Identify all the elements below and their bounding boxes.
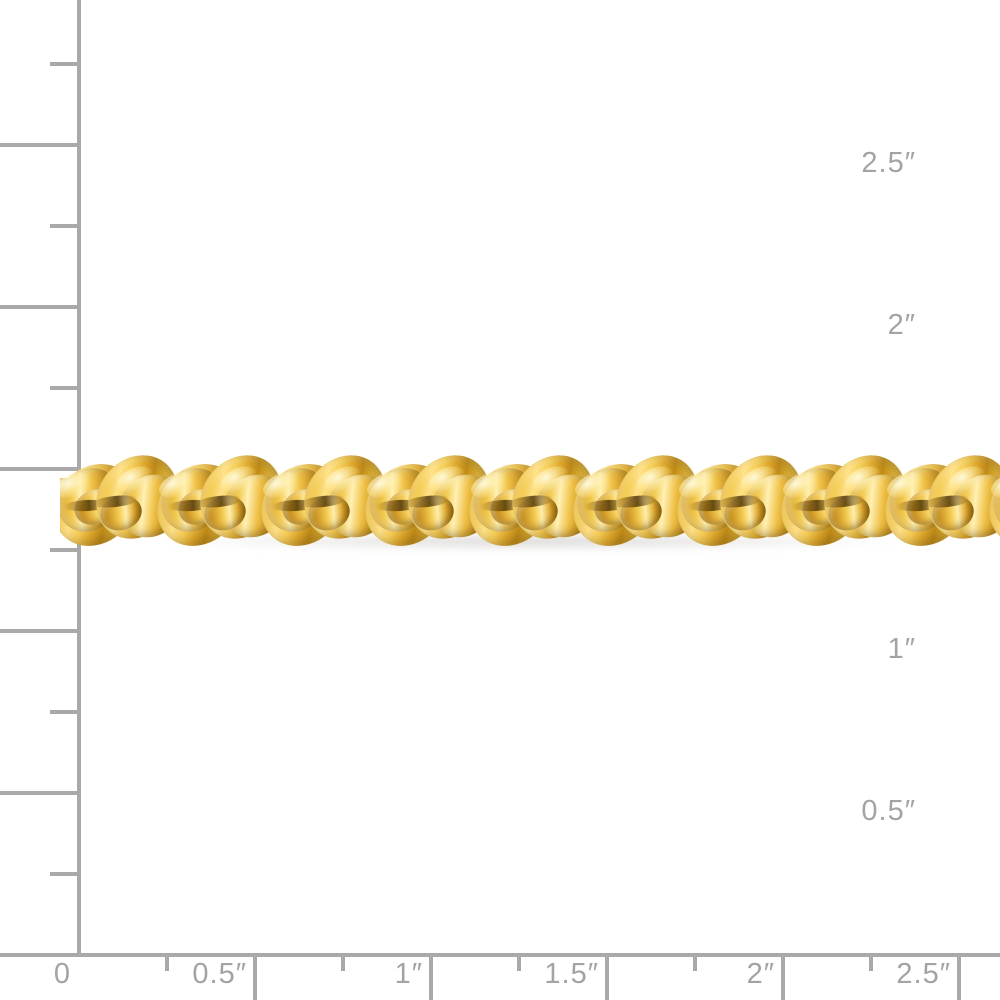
gold-rope-chain-image [60,452,1000,564]
vertical-tick-minor [50,386,80,390]
vertical-ruler-label: 1″ [887,633,916,665]
horizontal-tick-major [429,953,433,1000]
vertical-tick-major [0,143,80,147]
horizontal-tick-minor [517,953,521,971]
horizontal-ruler-label: 1″ [394,958,423,990]
horizontal-ruler-label: 1.5″ [544,958,599,990]
vertical-tick-minor [50,224,80,228]
horizontal-tick-major [781,953,785,1000]
horizontal-tick-major [253,953,257,1000]
vertical-ruler-label: 0.5″ [861,795,916,827]
horizontal-tick-minor [341,953,345,971]
horizontal-ruler-label: 2″ [746,958,775,990]
vertical-tick-minor [50,548,80,552]
horizontal-tick-minor [869,953,873,971]
horizontal-tick-major [957,953,961,1000]
chain-link [976,452,1000,558]
vertical-tick-major [0,791,80,795]
vertical-ruler-label: 2″ [887,309,916,341]
horizontal-ruler-label: 0.5″ [192,958,247,990]
horizontal-ruler-label: 0 [53,958,71,990]
vertical-tick-minor [50,710,80,714]
vertical-tick-minor [50,872,80,876]
vertical-tick-major [0,629,80,633]
vertical-tick-minor [50,62,80,66]
vertical-tick-major [0,467,80,471]
vertical-ruler-label: 2.5″ [861,147,916,179]
horizontal-tick-major [605,953,609,1000]
vertical-tick-major [0,305,80,309]
horizontal-ruler-label: 2.5″ [896,958,951,990]
horizontal-ruler-axis-line [0,953,1000,957]
horizontal-tick-minor [693,953,697,971]
horizontal-tick-minor [165,953,169,971]
